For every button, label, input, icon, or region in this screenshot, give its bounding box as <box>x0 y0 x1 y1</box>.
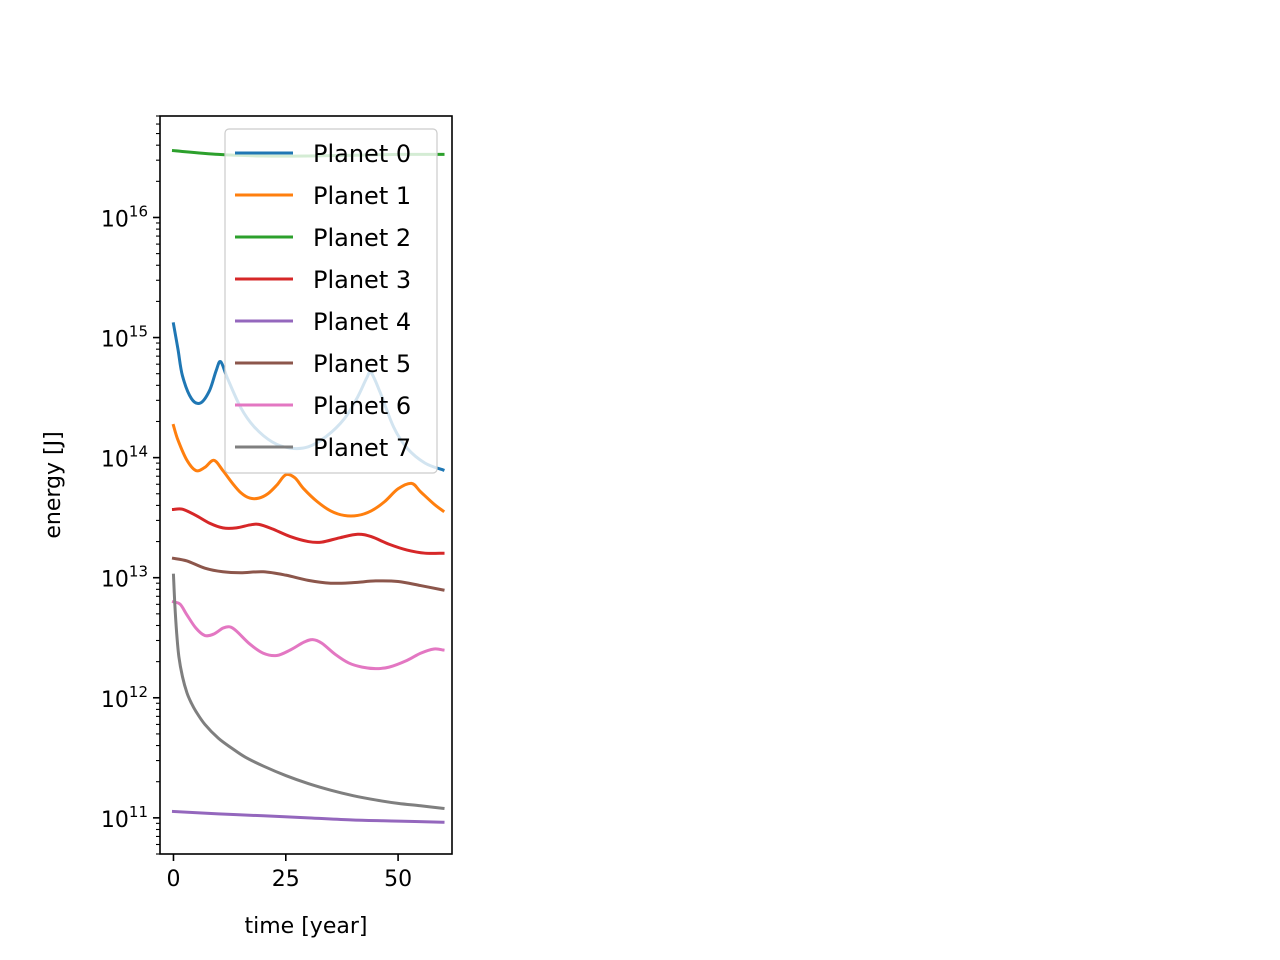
y-axis-label: energy [J] <box>41 431 66 538</box>
y-axis: 1011 1012 1013 1014 1015 1016 <box>101 115 160 855</box>
series-line-planet-1 <box>171 423 446 518</box>
x-tick-label: 0 <box>166 867 180 892</box>
legend-label-planet-0: Planet 0 <box>313 140 411 168</box>
series-line-planet-4 <box>171 809 445 824</box>
y-tick-label: 1011 <box>101 803 148 833</box>
legend-items: Planet 0 Planet 1 Planet 2 Planet 3 Planet 4… <box>235 140 411 462</box>
legend: Planet 0 Planet 1 Planet 2 Planet 3 Planet 4… <box>224 128 438 474</box>
legend-label-planet-6: Planet 6 <box>313 392 411 420</box>
x-tick-label: 25 <box>272 867 300 892</box>
legend-label-planet-1: Planet 1 <box>313 182 411 210</box>
legend-label-planet-3: Planet 3 <box>313 266 411 294</box>
legend-label-planet-5: Planet 5 <box>313 350 411 378</box>
y-tick-label: 1015 <box>101 323 148 353</box>
y-tick-label: 1016 <box>101 202 148 232</box>
series-line-planet-6 <box>171 599 445 671</box>
x-axis-label: time [year] <box>245 914 368 939</box>
legend-box <box>224 128 438 474</box>
series-line-planet-7 <box>171 573 445 811</box>
series-line-planet-3 <box>171 507 445 555</box>
y-tick-label: 1013 <box>101 563 148 593</box>
x-tick-label: 50 <box>384 867 412 892</box>
plot-frame <box>159 115 453 855</box>
series-line-planet-5 <box>171 556 445 592</box>
x-axis: 0 25 50 <box>166 854 412 892</box>
y-tick-label: 1014 <box>101 443 148 473</box>
legend-label-planet-7: Planet 7 <box>313 434 411 462</box>
legend-label-planet-4: Planet 4 <box>313 308 411 336</box>
y-tick-label: 1012 <box>101 683 148 713</box>
legend-label-planet-2: Planet 2 <box>313 224 411 252</box>
